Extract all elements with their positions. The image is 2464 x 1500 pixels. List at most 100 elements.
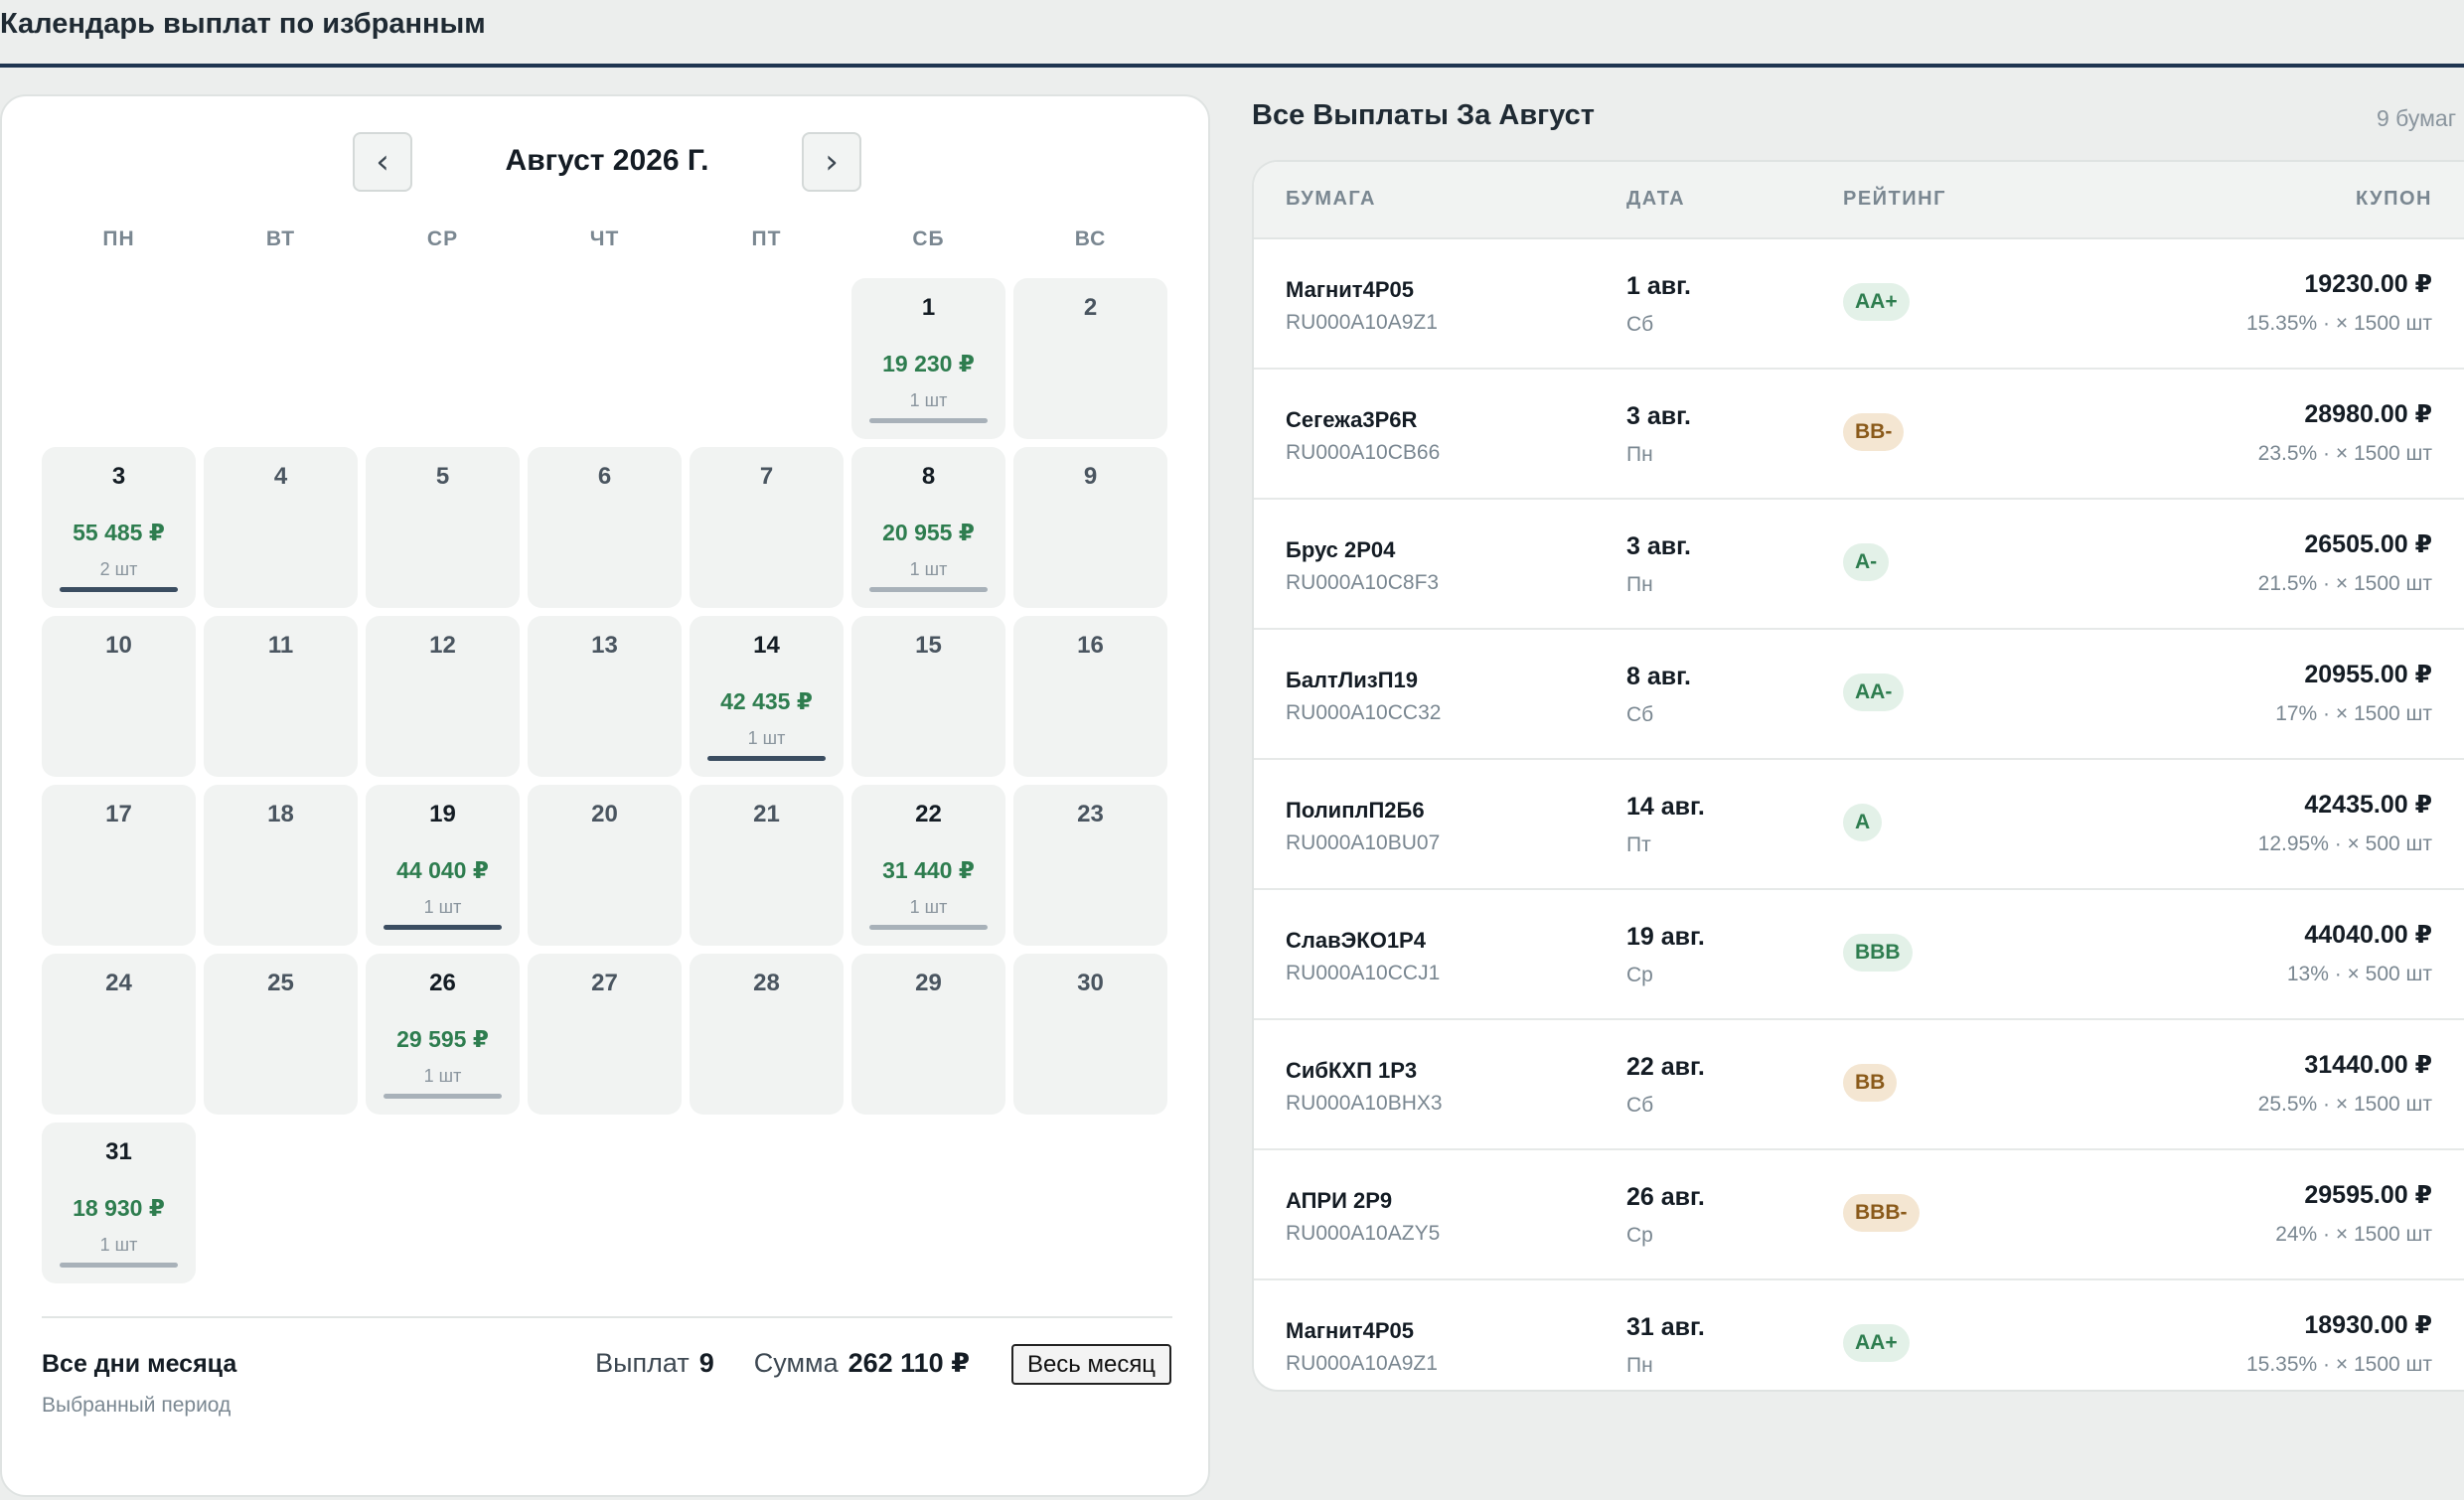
header-date[interactable]: ДАТА <box>1626 188 1686 210</box>
table-row[interactable]: Магнит4Р05 RU000A10A9Z1 1 авг. Сб AA+ 19230.0… <box>1254 239 2464 370</box>
calendar-day-cell[interactable]: 7 <box>690 447 844 608</box>
day-payment-count: 1 шт <box>99 1235 138 1255</box>
day-payment-count: 1 шт <box>747 728 786 748</box>
calendar-day-cell[interactable]: 25 <box>204 954 358 1115</box>
calendar-day-cell[interactable]: 28 <box>690 954 844 1115</box>
payment-weekday: Сб <box>1626 703 1654 726</box>
table-row[interactable]: АПРИ 2Р9 RU000A10AZY5 26 авг. Ср BBB- 29595.0… <box>1254 1150 2464 1280</box>
calendar-day-cell[interactable]: 21 <box>690 785 844 946</box>
calendar-day-cell[interactable]: 3 55 485 ₽ 2 шт <box>42 447 196 608</box>
day-payment-bar <box>60 587 178 592</box>
day-number: 3 <box>111 463 126 490</box>
title-divider <box>0 64 2464 68</box>
security-name: СибКХП 1Р3 <box>1286 1058 1418 1083</box>
whole-month-button[interactable]: Весь месяц <box>1011 1344 1171 1385</box>
weekday-label: ПТ <box>751 227 782 250</box>
security-isin: RU000A10CB66 <box>1286 441 1441 464</box>
calendar-day-cell[interactable]: 24 <box>42 954 196 1115</box>
table-row[interactable]: Сегежа3Р6R RU000A10CB66 3 авг. Пн BB- 28980.0… <box>1254 370 2464 500</box>
table-row[interactable]: БалтЛизП19 RU000A10CC32 8 авг. Сб AA- 20955.0… <box>1254 630 2464 760</box>
security-name: Брус 2Р04 <box>1286 537 1396 562</box>
weekday-label: СБ <box>912 227 945 250</box>
calendar-day-cell[interactable]: 9 <box>1013 447 1167 608</box>
table-row[interactable]: ПолиплП2Б6 RU000A10BU07 14 авг. Пт A 42435.00… <box>1254 760 2464 890</box>
calendar-day-cell[interactable]: 5 <box>366 447 520 608</box>
rating-badge: AA- <box>1843 674 1905 711</box>
calendar-day-cell[interactable]: 23 <box>1013 785 1167 946</box>
payment-date: 3 авг. <box>1626 402 1691 430</box>
day-number: 28 <box>753 970 780 996</box>
day-number: 7 <box>759 463 774 490</box>
day-number: 25 <box>267 970 294 996</box>
calendar-card: ‹ Август 2026 Г. › ПН ВТ СР ЧТ ПТ СБ ВС 1 19 23… <box>0 94 1210 1497</box>
header-rating[interactable]: РЕЙТИНГ <box>1843 188 1946 210</box>
calendar-day-cell[interactable]: 17 <box>42 785 196 946</box>
security-isin: RU000A10A9Z1 <box>1286 311 1438 334</box>
calendar-day-cell[interactable]: 1 19 230 ₽ 1 шт <box>851 278 1005 439</box>
calendar-day-cell[interactable]: 13 <box>528 616 682 777</box>
calendar-day-cell[interactable]: 11 <box>204 616 358 777</box>
day-payment-sum: 42 435 ₽ <box>720 688 813 714</box>
coupon-amount: 31440.00 ₽ <box>2304 1051 2432 1079</box>
header-security[interactable]: БУМАГА <box>1286 188 1376 210</box>
table-body: Магнит4Р05 RU000A10A9Z1 1 авг. Сб AA+ 19230.0… <box>1254 239 2464 1390</box>
calendar-day-cell[interactable]: 2 <box>1013 278 1167 439</box>
rating-badge: BB- <box>1843 413 1905 451</box>
payment-weekday: Ср <box>1626 964 1653 986</box>
calendar-grid: 1 19 230 ₽1 шт 2 3 55 485 ₽2 шт 4 5 6 7 8 20 955 ₽… <box>42 278 1172 1283</box>
table-row[interactable]: СлавЭКО1Р4 RU000A10CCJ1 19 авг. Ср BBB 44040.… <box>1254 890 2464 1020</box>
calendar-day-cell[interactable]: 8 20 955 ₽ 1 шт <box>851 447 1005 608</box>
calendar-day-cell[interactable]: 12 <box>366 616 520 777</box>
day-payment-sum: 55 485 ₽ <box>73 520 165 545</box>
summary-subtitle: Выбранный период <box>42 1394 231 1417</box>
payment-weekday: Пн <box>1626 573 1653 596</box>
day-payment-count: 2 шт <box>99 559 138 579</box>
calendar-day-cell[interactable]: 26 29 595 ₽ 1 шт <box>366 954 520 1115</box>
payments-label: Выплат <box>595 1348 690 1378</box>
calendar-day-cell[interactable]: 4 <box>204 447 358 608</box>
day-payment-bar <box>869 925 988 930</box>
table-header: БУМАГА ДАТА РЕЙТИНГ КУПОН <box>1254 162 2464 239</box>
day-number: 8 <box>921 463 936 490</box>
day-payment-bar <box>869 418 988 423</box>
prev-month-button[interactable]: ‹ <box>353 132 412 192</box>
calendar-day-cell[interactable]: 27 <box>528 954 682 1115</box>
day-payment-count: 1 шт <box>423 897 462 917</box>
coupon-detail: 21.5% · × 1500 шт <box>2257 572 2432 595</box>
day-number: 20 <box>591 801 618 827</box>
payment-date: 31 авг. <box>1626 1313 1705 1341</box>
header-coupon[interactable]: КУПОН <box>2355 188 2432 210</box>
calendar-day-cell[interactable]: 31 18 930 ₽ 1 шт <box>42 1123 196 1283</box>
rating-badge: A <box>1843 804 1883 841</box>
calendar-day-cell[interactable]: 10 <box>42 616 196 777</box>
table-row[interactable]: Брус 2Р04 RU000A10C8F3 3 авг. Пн A- 26505.00 … <box>1254 500 2464 630</box>
coupon-detail: 23.5% · × 1500 шт <box>2257 442 2432 465</box>
weekday-header: ПН ВТ СР ЧТ ПТ СБ ВС <box>42 227 1172 251</box>
day-number: 4 <box>273 463 288 490</box>
table-row[interactable]: Магнит4Р05 RU000A10A9Z1 31 авг. Пн AA+ 18930.… <box>1254 1280 2464 1390</box>
calendar-day-cell[interactable]: 15 <box>851 616 1005 777</box>
day-number: 19 <box>429 801 456 827</box>
calendar-day-cell[interactable]: 18 <box>204 785 358 946</box>
day-number: 6 <box>597 463 612 490</box>
coupon-detail: 12.95% · × 500 шт <box>2257 832 2432 855</box>
calendar-day-cell[interactable]: 19 44 040 ₽ 1 шт <box>366 785 520 946</box>
calendar-day-cell[interactable]: 22 31 440 ₽ 1 шт <box>851 785 1005 946</box>
next-month-button[interactable]: › <box>802 132 861 192</box>
payment-date: 1 авг. <box>1626 272 1691 300</box>
weekday-label: ВС <box>1074 227 1107 250</box>
calendar-day-cell[interactable]: 14 42 435 ₽ 1 шт <box>690 616 844 777</box>
day-number: 22 <box>915 801 942 827</box>
calendar-day-cell[interactable]: 20 <box>528 785 682 946</box>
rating-badge: BB <box>1843 1064 1898 1102</box>
calendar-day-cell[interactable]: 16 <box>1013 616 1167 777</box>
day-number: 13 <box>591 632 618 659</box>
coupon-amount: 20955.00 ₽ <box>2304 661 2432 688</box>
table-row[interactable]: СибКХП 1Р3 RU000A10BHX3 22 авг. Сб BB 31440.0… <box>1254 1020 2464 1150</box>
day-payment-count: 1 шт <box>909 390 948 410</box>
security-name: БалтЛизП19 <box>1286 668 1418 692</box>
calendar-day-cell[interactable]: 29 <box>851 954 1005 1115</box>
calendar-day-cell[interactable]: 6 <box>528 447 682 608</box>
calendar-day-cell[interactable]: 30 <box>1013 954 1167 1115</box>
coupon-amount: 18930.00 ₽ <box>2304 1311 2432 1339</box>
